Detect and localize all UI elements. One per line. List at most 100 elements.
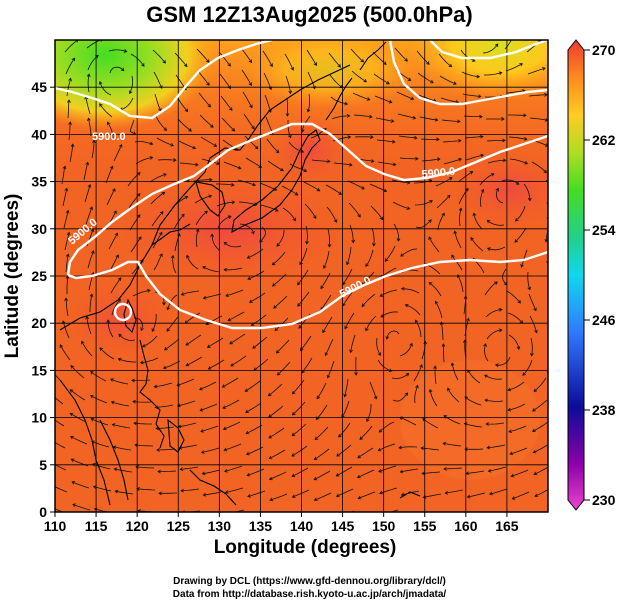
- x-tick-label: 145: [331, 518, 355, 534]
- streamline-arrow: [213, 143, 218, 147]
- streamline: [420, 138, 440, 140]
- streamline-arrow: [158, 491, 162, 496]
- streamline: [552, 114, 570, 118]
- streamline-arrow: [162, 59, 166, 64]
- streamline: [194, 195, 212, 204]
- streamline-arrow: [316, 395, 321, 400]
- streamline-arrow: [227, 85, 232, 90]
- streamline: [400, 468, 419, 473]
- streamline: [203, 491, 222, 496]
- streamline: [442, 140, 461, 143]
- streamline-arrow: [534, 329, 538, 334]
- streamline-arrow: [109, 378, 114, 382]
- streamline: [237, 179, 256, 186]
- streamline-arrow: [470, 237, 474, 241]
- streamline-arrow: [64, 297, 69, 301]
- streamline-arrow: [206, 344, 211, 348]
- streamline: [531, 161, 547, 173]
- streamline-arrow: [139, 360, 144, 365]
- streamline: [105, 166, 114, 184]
- streamline: [397, 113, 416, 119]
- credit-data: Data from http://database.rish.kyoto-u.a…: [172, 589, 447, 600]
- streamline: [166, 316, 179, 332]
- streamline-arrow: [365, 327, 369, 332]
- streamline: [532, 421, 548, 432]
- streamline: [361, 271, 375, 286]
- streamline-arrow: [274, 327, 279, 332]
- streamline-arrow: [227, 62, 231, 67]
- streamline-arrow: [439, 321, 444, 326]
- streamline-arrow: [368, 114, 373, 119]
- streamline-arrow: [128, 90, 133, 95]
- streamline: [378, 443, 396, 452]
- streamline: [315, 515, 332, 521]
- streamline: [142, 335, 158, 348]
- streamline-arrow: [484, 374, 488, 378]
- streamline: [327, 360, 335, 378]
- streamline: [242, 91, 253, 108]
- streamline-arrow: [349, 349, 353, 354]
- streamline-arrow: [292, 217, 296, 222]
- streamline: [529, 117, 548, 121]
- streamline: [329, 74, 343, 89]
- streamline: [88, 118, 92, 137]
- streamline: [155, 404, 174, 408]
- streamline: [405, 304, 421, 316]
- streamline: [399, 417, 417, 426]
- streamline-arrow: [66, 231, 71, 236]
- streamline-arrow: [511, 496, 516, 500]
- streamline-arrow: [542, 67, 546, 71]
- streamline: [327, 228, 330, 247]
- streamline: [482, 43, 499, 54]
- streamline-arrow: [502, 138, 506, 143]
- streamline-arrow: [476, 74, 481, 79]
- streamline: [99, 81, 112, 96]
- streamline: [59, 344, 71, 361]
- streamline-arrow: [486, 219, 491, 224]
- streamline-arrow: [136, 214, 141, 218]
- streamline: [85, 206, 93, 225]
- streamline-arrow: [322, 329, 326, 334]
- streamline-arrow: [366, 418, 370, 422]
- streamline: [64, 232, 70, 251]
- streamline: [218, 51, 231, 67]
- streamline-arrow: [404, 392, 409, 397]
- streamline: [90, 371, 107, 382]
- streamline-arrow: [202, 266, 206, 270]
- streamline-arrow: [486, 247, 491, 251]
- streamline-arrow: [151, 328, 156, 332]
- streamline: [253, 358, 269, 371]
- streamline-arrow: [246, 451, 250, 456]
- streamline: [286, 97, 288, 117]
- streamline: [154, 93, 162, 112]
- streamline-arrow: [407, 77, 412, 81]
- streamline-arrow: [112, 445, 117, 450]
- streamline: [251, 314, 267, 326]
- streamline: [435, 177, 453, 187]
- streamline-arrow: [507, 407, 512, 412]
- streamline: [134, 444, 154, 447]
- streamline: [291, 423, 307, 436]
- streamline: [200, 425, 219, 432]
- streamline-arrow: [291, 432, 296, 437]
- streamline: [380, 289, 398, 297]
- y-tick-label: 5: [39, 457, 47, 473]
- streamline-arrow: [383, 61, 387, 65]
- streamline: [486, 140, 505, 142]
- streamline: [108, 49, 127, 52]
- streamline: [429, 389, 438, 407]
- streamline-arrow: [91, 463, 96, 467]
- streamline: [460, 49, 476, 62]
- streamline-arrow: [510, 473, 515, 478]
- streamline: [419, 116, 438, 121]
- streamline: [55, 397, 64, 405]
- streamline: [282, 207, 296, 221]
- streamline-arrow: [357, 495, 362, 500]
- streamline: [376, 139, 395, 143]
- streamline: [292, 379, 305, 395]
- streamline: [292, 489, 310, 498]
- streamline-arrow: [551, 305, 554, 308]
- streamline-arrow: [428, 388, 433, 393]
- streamline: [221, 117, 235, 132]
- streamline: [186, 255, 199, 270]
